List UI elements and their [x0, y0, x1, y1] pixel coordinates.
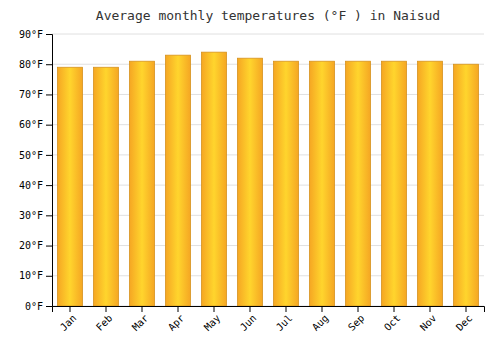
- x-tick-mark: [394, 306, 395, 312]
- bars: [57, 52, 478, 306]
- x-tick-label: May: [202, 312, 223, 333]
- bar: [201, 52, 226, 306]
- x-tick: Apr: [166, 306, 187, 333]
- y-tick: 30°F: [19, 210, 52, 221]
- bar: [93, 67, 118, 306]
- y-tick-mark: [46, 155, 52, 156]
- x-tick-label: Jun: [238, 312, 259, 333]
- bar: [237, 58, 262, 306]
- y-tick: 20°F: [19, 240, 52, 251]
- x-axis-line: [53, 307, 485, 313]
- x-tick: Dec: [454, 306, 475, 333]
- chart-container: 0°F 10°F 20°F 30°F 40°F 50°F 60°F 70°F 80°F 90°F J…: [0, 0, 500, 350]
- bar: [309, 61, 334, 306]
- x-tick-mark: [70, 306, 71, 312]
- bar: [417, 61, 442, 306]
- y-axis: 0°F 10°F 20°F 30°F 40°F 50°F 60°F 70°F 80°F 90°F: [19, 29, 53, 312]
- x-tick: Sep: [346, 306, 367, 333]
- y-tick-label: 30°F: [19, 210, 43, 221]
- x-tick-mark: [322, 306, 323, 312]
- y-tick-label: 20°F: [19, 240, 43, 251]
- x-tick-mark: [466, 306, 467, 312]
- x-tick-mark: [430, 306, 431, 312]
- y-tick: 80°F: [19, 59, 52, 70]
- bar: [165, 55, 190, 306]
- y-tick-label: 0°F: [25, 301, 43, 312]
- y-tick: 90°F: [19, 29, 52, 40]
- x-tick-mark: [178, 306, 179, 312]
- bar: [57, 67, 82, 306]
- chart-svg: 0°F 10°F 20°F 30°F 40°F 50°F 60°F 70°F 80°F 90°F J…: [0, 0, 500, 350]
- y-tick-label: 60°F: [19, 119, 43, 130]
- y-tick-mark: [46, 306, 52, 307]
- bar: [381, 61, 406, 306]
- x-tick-label: Sep: [346, 312, 367, 333]
- y-tick: 0°F: [25, 301, 52, 312]
- x-tick-label: Apr: [166, 312, 187, 333]
- y-tick-mark: [46, 125, 52, 126]
- grid: [52, 34, 484, 306]
- y-axis-line: [46, 35, 53, 307]
- x-tick-mark: [106, 306, 107, 312]
- x-tick-label: Aug: [310, 312, 331, 333]
- y-tick-mark: [46, 185, 52, 186]
- y-tick-label: 70°F: [19, 89, 43, 100]
- y-tick-mark: [46, 215, 52, 216]
- plot-area: 0°F 10°F 20°F 30°F 40°F 50°F 60°F 70°F 80°F 90°F J…: [19, 29, 485, 333]
- y-tick: 10°F: [19, 270, 52, 281]
- y-tick-label: 80°F: [19, 59, 43, 70]
- bar: [453, 64, 478, 306]
- bar: [273, 61, 298, 306]
- x-tick-label: Jan: [58, 312, 79, 333]
- y-tick-label: 10°F: [19, 270, 43, 281]
- x-tick: Jan: [58, 306, 79, 333]
- x-tick: May: [202, 306, 223, 333]
- bar: [129, 61, 154, 306]
- x-tick: Oct: [382, 306, 403, 333]
- y-tick-mark: [46, 64, 52, 65]
- x-tick-label: Dec: [454, 312, 475, 333]
- x-tick: Mar: [130, 306, 151, 333]
- x-tick: Nov: [418, 306, 439, 333]
- x-tick-mark: [142, 306, 143, 312]
- y-tick-label: 90°F: [19, 29, 43, 40]
- x-tick: Feb: [94, 306, 115, 333]
- x-tick: Aug: [310, 306, 331, 333]
- y-tick: 50°F: [19, 150, 52, 161]
- y-tick: 60°F: [19, 119, 52, 130]
- x-tick-label: Oct: [382, 312, 403, 333]
- y-tick: 70°F: [19, 89, 52, 100]
- x-tick: Jul: [274, 306, 295, 333]
- x-tick-mark: [358, 306, 359, 312]
- x-tick-label: Feb: [94, 312, 115, 333]
- y-tick-mark: [46, 94, 52, 95]
- x-tick-mark: [250, 306, 251, 312]
- x-tick-mark: [214, 306, 215, 312]
- y-tick-mark: [46, 246, 52, 247]
- x-tick: Jun: [238, 306, 259, 333]
- x-axis: Jan Feb Mar Apr May Jun Jul Aug Sep Oct Nov Dec: [53, 306, 485, 333]
- x-tick-label: Nov: [418, 312, 439, 333]
- bar: [345, 61, 370, 306]
- y-tick-label: 50°F: [19, 150, 43, 161]
- x-tick-label: Mar: [130, 312, 151, 333]
- y-tick: 40°F: [19, 180, 52, 191]
- y-tick-label: 40°F: [19, 180, 43, 191]
- y-tick-mark: [46, 34, 52, 35]
- chart-title: Average monthly temperatures (°F ) in Na…: [96, 8, 440, 23]
- y-tick-mark: [46, 276, 52, 277]
- grid-line: [52, 34, 484, 35]
- x-tick-mark: [286, 306, 287, 312]
- x-tick-label: Jul: [274, 312, 295, 333]
